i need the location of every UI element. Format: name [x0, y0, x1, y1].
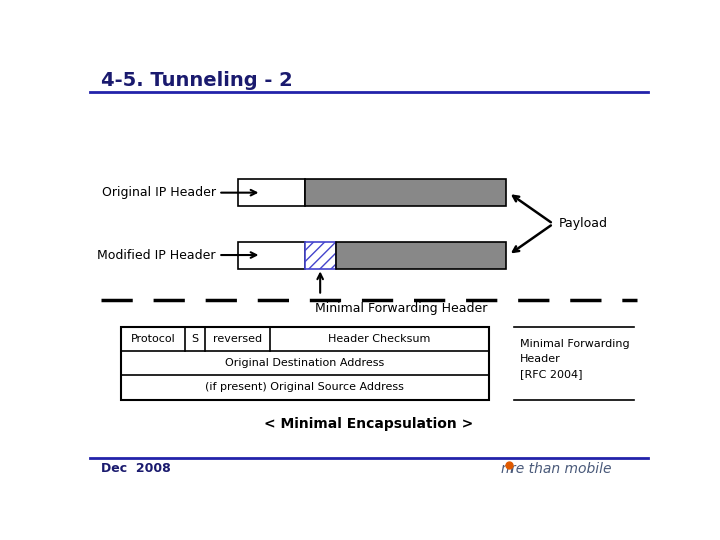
Text: Dec  2008: Dec 2008: [101, 462, 171, 475]
Text: Protocol: Protocol: [130, 334, 175, 344]
Text: 4-5. Tunneling - 2: 4-5. Tunneling - 2: [101, 71, 293, 90]
Bar: [238, 179, 305, 206]
Text: re than mobile: re than mobile: [510, 462, 611, 476]
Bar: [121, 327, 489, 400]
Bar: [238, 241, 305, 268]
Bar: [305, 241, 336, 268]
Bar: [336, 241, 505, 268]
Text: S: S: [192, 334, 199, 344]
Text: reversed: reversed: [213, 334, 262, 344]
Text: m: m: [500, 462, 513, 476]
Text: < Minimal Encapsulation >: < Minimal Encapsulation >: [264, 417, 474, 431]
Text: Original IP Header: Original IP Header: [102, 186, 215, 199]
Text: (if present) Original Source Address: (if present) Original Source Address: [205, 382, 404, 393]
Text: Modified IP Header: Modified IP Header: [97, 248, 215, 261]
Text: Minimal Forwarding Header: Minimal Forwarding Header: [315, 302, 487, 315]
Text: Header Checksum: Header Checksum: [328, 334, 431, 344]
Bar: [305, 179, 505, 206]
Text: Minimal Forwarding
Header
[RFC 2004]: Minimal Forwarding Header [RFC 2004]: [520, 339, 629, 379]
Text: Payload: Payload: [559, 217, 608, 231]
Text: Original Destination Address: Original Destination Address: [225, 358, 384, 368]
